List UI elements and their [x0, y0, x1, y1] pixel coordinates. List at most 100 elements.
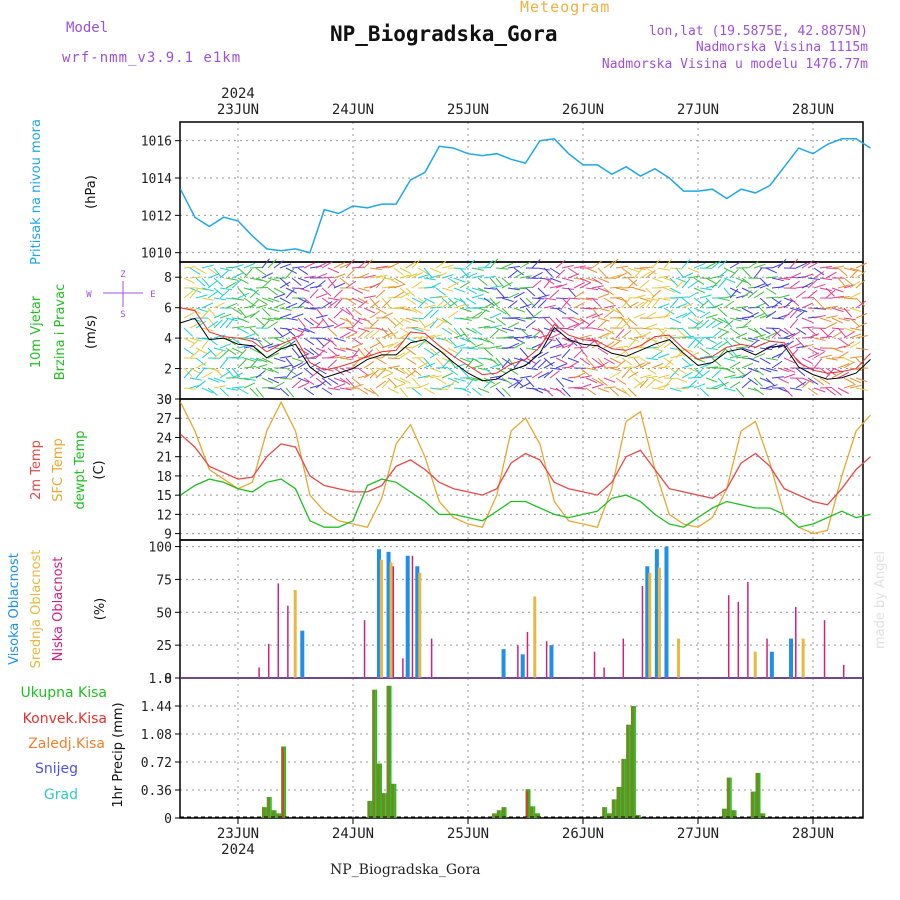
- wind-arrow: [477, 325, 490, 329]
- wind-arrow: [579, 277, 592, 284]
- wind-arrow: [681, 278, 691, 289]
- wind-arrow: [357, 374, 370, 379]
- wind-arrow: [693, 369, 703, 379]
- wind-arrow: [663, 378, 673, 389]
- wind-arrow: [411, 280, 423, 289]
- wind-arrow: [777, 337, 791, 339]
- wind-arrow: [477, 277, 488, 286]
- wind-arrow: [441, 358, 451, 369]
- wind-arrow: [327, 267, 340, 274]
- top-day-label: 23JUN: [217, 102, 259, 118]
- total-precip-bar: [386, 685, 391, 818]
- wind-arrow: [837, 277, 847, 288]
- total-precip-bar: [376, 763, 381, 818]
- low-cloud-bar: [795, 607, 797, 678]
- wind-arrow: [399, 317, 412, 324]
- wind-arrow: [597, 319, 608, 329]
- wind-arrow: [741, 267, 751, 277]
- wind-arrow: [417, 357, 428, 367]
- wind-arrow: [465, 327, 477, 334]
- wind-arrow: [855, 357, 865, 367]
- wind-arrow: [777, 283, 790, 289]
- wind-arrow: [723, 320, 734, 329]
- wind-arrow: [339, 357, 352, 361]
- wind-arrow: [777, 348, 787, 359]
- wind-arrow: [375, 265, 388, 269]
- wind-arrow: [543, 278, 552, 289]
- wind-arrow: [759, 337, 772, 342]
- wind-arrow: [675, 296, 689, 299]
- wind-arrow: [585, 367, 598, 371]
- wind-arrow: [675, 347, 685, 357]
- wind-arrow: [459, 327, 468, 338]
- total-precip-edge: [624, 758, 627, 818]
- wind-arrow: [573, 282, 585, 289]
- wind-arrow: [597, 307, 610, 312]
- wind-arrow: [459, 267, 469, 278]
- wind-arrow: [195, 267, 207, 275]
- wind-arrow: [699, 387, 710, 397]
- wind-arrow: [423, 374, 436, 379]
- wind-arrow: [837, 267, 848, 277]
- wind-arrow: [615, 265, 628, 269]
- wind-arrow: [699, 287, 712, 291]
- wind-arrow: [729, 288, 739, 299]
- wind-arrow: [279, 377, 292, 380]
- wind-arrow: [765, 384, 778, 389]
- wind-arrow: [849, 327, 862, 331]
- wind-arrow: [369, 341, 381, 349]
- wind-arrow: [309, 317, 320, 326]
- wind-arrow: [375, 327, 388, 332]
- wind-arrow: [363, 307, 376, 314]
- total-precip-edge: [375, 689, 378, 818]
- wind-arrow: [543, 304, 556, 309]
- wind-arrow: [393, 319, 404, 329]
- wind-arrow: [489, 357, 500, 367]
- wind-arrow: [693, 337, 704, 346]
- wind-arrow: [555, 387, 566, 396]
- wind-arrow: [633, 267, 646, 270]
- wind-arrow: [849, 267, 862, 272]
- wind-arrow: [513, 317, 526, 322]
- total-precip-bar: [261, 807, 266, 818]
- wind-arrow: [603, 366, 617, 369]
- wind-arrow: [237, 387, 249, 395]
- precip-legend-item: Ukupna Kisa: [20, 685, 107, 701]
- wind-arrow: [849, 384, 862, 389]
- wind-arrow: [507, 292, 520, 299]
- wind-arrow: [723, 277, 736, 283]
- low-cloud-bar: [823, 620, 826, 678]
- wind-arrow: [801, 379, 812, 389]
- wind-arrow: [441, 274, 454, 279]
- wind-arrow: [795, 290, 806, 299]
- wind-arrow: [783, 299, 794, 309]
- wind-arrow: [741, 277, 752, 286]
- wind-arrow: [237, 277, 249, 285]
- wind-arrow: [735, 346, 748, 349]
- wind-arrow: [231, 326, 244, 329]
- wind-arrow: [555, 269, 566, 279]
- wind-arrow: [417, 375, 430, 379]
- wind-arrow: [387, 387, 399, 394]
- wind-arrow: [417, 297, 429, 305]
- wind-arrow: [651, 298, 660, 309]
- wind-arrow: [201, 338, 210, 349]
- wind-arrow: [795, 327, 807, 336]
- y-tick-label: 0.36: [141, 784, 172, 799]
- wind-arrow: [201, 277, 211, 288]
- wind-arrow: [813, 387, 826, 393]
- wind-arrow: [825, 305, 838, 309]
- wind-arrow: [783, 367, 796, 373]
- wind-arrow: [267, 321, 279, 329]
- wind-arrow: [717, 381, 729, 389]
- wind-arrow: [471, 311, 483, 319]
- wind-arrow: [561, 327, 574, 331]
- model-name: wrf-nmm_v3.9.1 e1km: [62, 50, 242, 66]
- wind-arrow: [501, 358, 511, 369]
- wind-arrow: [219, 358, 228, 369]
- wind-arrow: [585, 387, 597, 396]
- wind-arrow: [465, 272, 478, 279]
- wind-arrow: [417, 361, 429, 369]
- wind-arrow: [189, 276, 203, 279]
- mid-cloud-bar: [389, 562, 393, 678]
